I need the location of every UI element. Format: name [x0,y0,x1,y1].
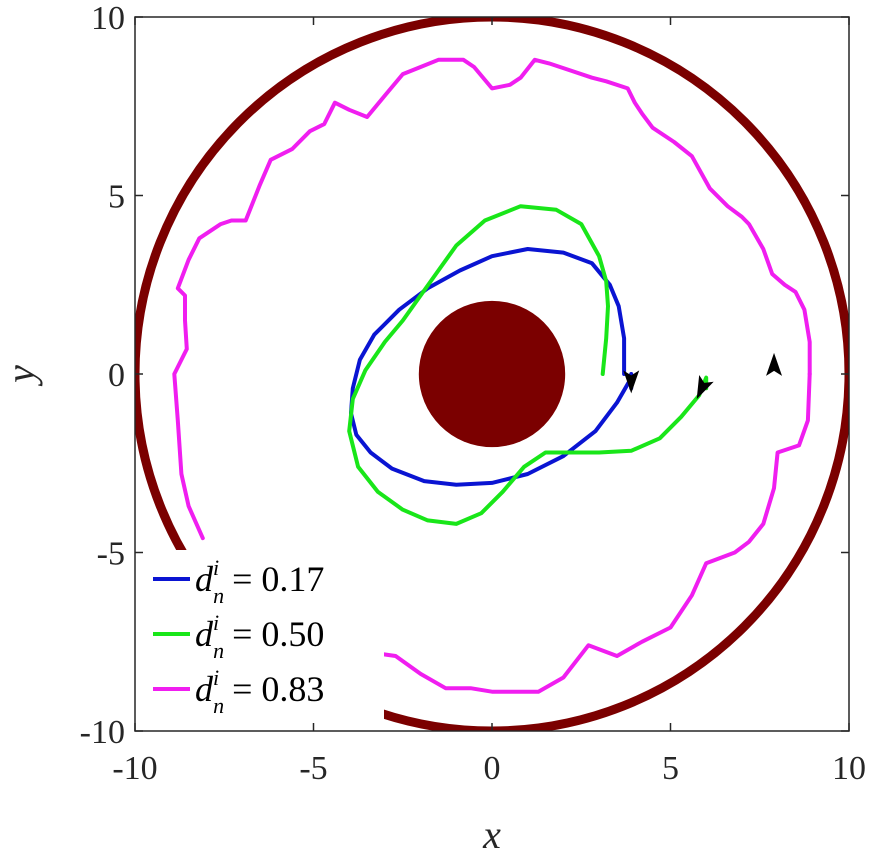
arrowhead-3 [766,352,783,376]
legend-entry-label: di n = 0.50 [195,610,324,663]
legend-sup: i [213,610,219,635]
legend-sup: i [213,555,219,580]
series-line-4 [172,57,812,541]
x-tick-label: -10 [112,750,157,787]
legend-entry-label: di n = 0.17 [195,555,324,608]
y-tick-label: -5 [97,536,125,573]
legend-var: d [195,614,214,654]
x-tick-label: 5 [662,750,679,787]
y-tick-label: 0 [108,357,125,394]
y-tick-label: -10 [80,714,125,751]
legend-var: d [195,669,214,709]
inner-obstacle-disc [418,300,566,448]
arrowhead-2 [696,374,714,400]
legend-sub: n [213,583,224,608]
arrowhead-1 [623,370,640,394]
x-tick-label: 0 [484,750,501,787]
x-tick-label: -5 [299,750,327,787]
legend-value: = 0.17 [232,559,324,599]
x-axis-label: x [482,812,501,856]
y-tick-label: 5 [108,179,125,216]
series-line-2 [347,204,709,526]
x-tick-label: 10 [832,750,866,787]
legend-sub: n [213,693,224,718]
y-tick-label: 10 [91,0,125,37]
legend-value: = 0.83 [232,669,324,709]
legend-entry-label: di n = 0.83 [195,665,324,718]
legend-sup: i [213,665,219,690]
y-axis-label: y [0,365,43,387]
legend-var: d [195,559,214,599]
legend-value: = 0.50 [232,614,324,654]
legend-sub: n [213,638,224,663]
